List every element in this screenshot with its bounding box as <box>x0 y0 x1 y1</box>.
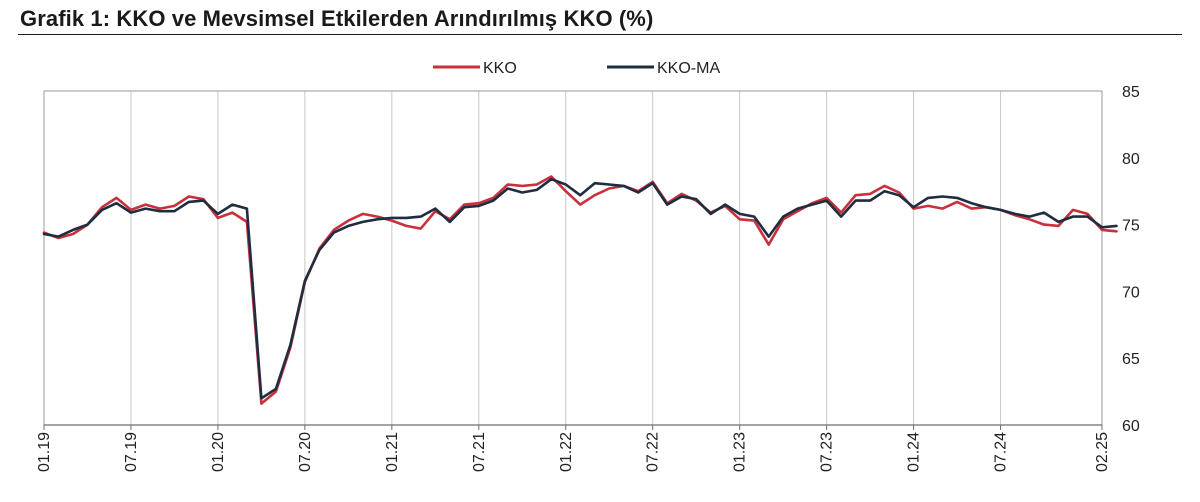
title-divider <box>18 34 1182 35</box>
y-tick-label: 70 <box>1122 284 1140 301</box>
x-tick-label: 01.22 <box>558 432 575 472</box>
grid <box>130 91 1002 425</box>
y-tick-label: 60 <box>1122 418 1140 435</box>
x-tick-label: 02.25 <box>1094 432 1111 472</box>
series-line-kko-ma <box>42 177 1118 400</box>
chart-title: Grafik 1: KKO ve Mevsimsel Etkilerden Ar… <box>20 6 654 31</box>
series-group <box>42 175 1118 405</box>
x-tick-label: 07.22 <box>645 432 662 472</box>
plot-frame <box>43 90 1103 425</box>
x-tick-label: 01.24 <box>906 432 923 472</box>
x-tick-label: 01.20 <box>210 432 227 472</box>
x-tick-label: 01.19 <box>36 432 53 472</box>
x-tick-label: 01.21 <box>384 432 401 472</box>
y-tick-label: 65 <box>1122 351 1140 368</box>
legend: KKO KKO-MA <box>433 60 720 77</box>
y-tick-label: 75 <box>1122 218 1140 235</box>
x-tick-label: 07.23 <box>819 432 836 472</box>
y-tick-label: 80 <box>1122 151 1140 168</box>
x-tick-label: 07.20 <box>297 432 314 472</box>
x-tick-label: 07.19 <box>123 432 140 472</box>
x-tick-label: 01.23 <box>732 432 749 472</box>
y-tick-label: 85 <box>1122 84 1140 101</box>
legend-label-kko: KKO <box>483 60 517 77</box>
series-line-kko <box>42 175 1118 405</box>
x-tick-label: 07.24 <box>993 432 1010 472</box>
x-tick-label: 07.21 <box>471 432 488 472</box>
legend-label-kko-ma: KKO-MA <box>657 60 720 77</box>
axes: 01.19 07.19 01.20 07.20 01.21 07.21 01.22 07.22… <box>36 84 1140 472</box>
